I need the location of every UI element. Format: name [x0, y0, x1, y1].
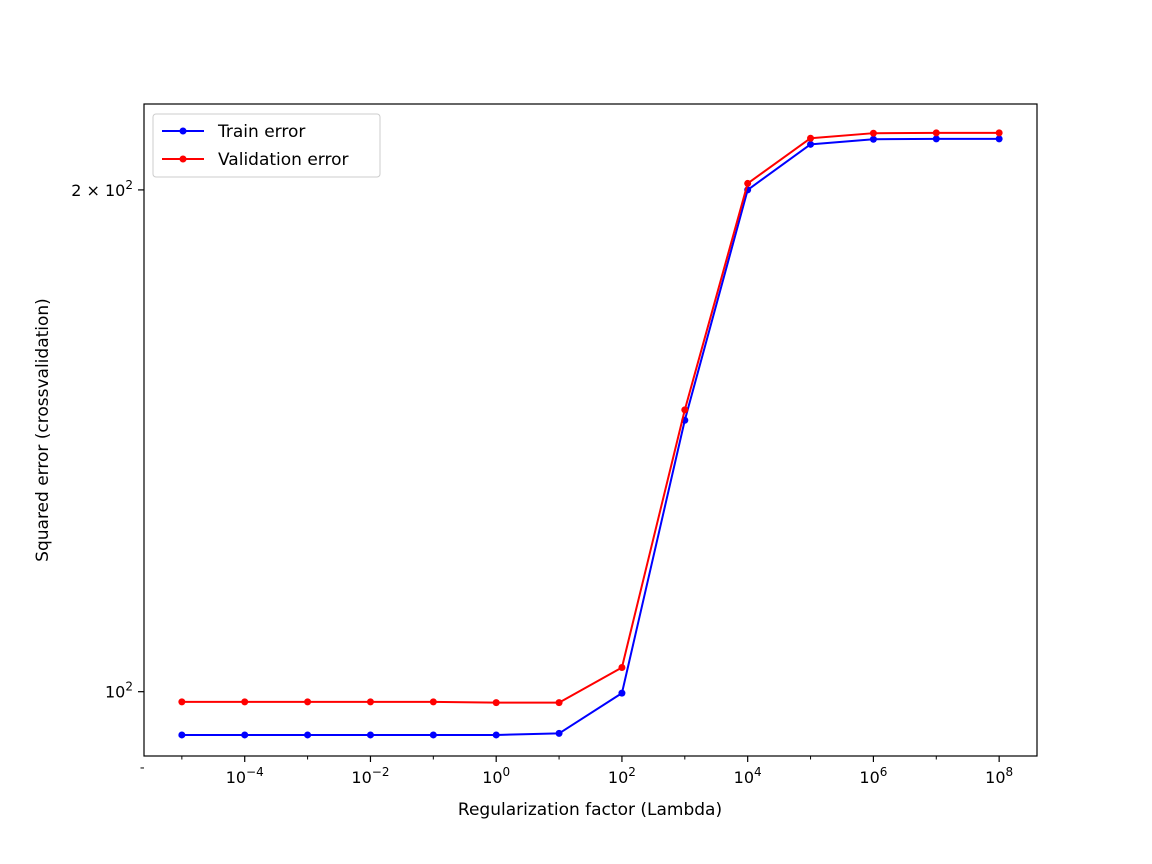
- series-layer: [178, 129, 1003, 739]
- y-tick-label: 2 × 102: [71, 178, 133, 200]
- legend: Train error Validation error: [152, 113, 381, 178]
- legend-label-validation-error: Validation error: [218, 150, 349, 170]
- data-point-validation-error: [681, 406, 689, 414]
- data-point-validation-error: [869, 129, 877, 137]
- data-point-train-error: [304, 731, 312, 739]
- data-point-validation-error: [241, 698, 249, 706]
- data-point-train-error: [932, 135, 940, 143]
- data-point-validation-error: [492, 699, 500, 707]
- legend-marker-train-error: [179, 127, 187, 135]
- series-line-train-error: [181, 137, 1000, 736]
- legend-label-train-error: Train error: [217, 122, 305, 142]
- data-point-train-error: [995, 135, 1003, 143]
- data-point-validation-error: [618, 663, 626, 671]
- data-point-validation-error: [429, 698, 437, 706]
- plot-frame: [143, 103, 1038, 757]
- series-line-validation-error: [181, 131, 1000, 704]
- plot-area: [144, 104, 1037, 756]
- legend-marker-validation-error: [179, 155, 187, 163]
- legend-box: [152, 113, 381, 178]
- data-point-train-error: [241, 731, 249, 739]
- data-point-validation-error: [995, 129, 1003, 137]
- data-point-validation-error: [744, 179, 752, 187]
- data-point-validation-error: [366, 698, 374, 706]
- data-point-train-error: [807, 140, 815, 148]
- data-point-train-error: [178, 731, 186, 739]
- data-point-validation-error: [932, 129, 940, 137]
- data-point-train-error: [869, 135, 877, 143]
- data-point-train-error: [618, 689, 626, 697]
- data-point-validation-error: [304, 698, 312, 706]
- y-axis-title: Squared error (crossvalidation): [33, 298, 53, 562]
- data-point-validation-error: [178, 698, 186, 706]
- data-point-train-error: [366, 731, 374, 739]
- data-point-train-error: [492, 731, 500, 739]
- x-axis-title: Regularization factor (Lambda): [458, 800, 722, 820]
- data-point-train-error: [429, 731, 437, 739]
- data-point-train-error: [555, 729, 563, 737]
- data-point-validation-error: [807, 134, 815, 142]
- data-point-validation-error: [555, 699, 563, 707]
